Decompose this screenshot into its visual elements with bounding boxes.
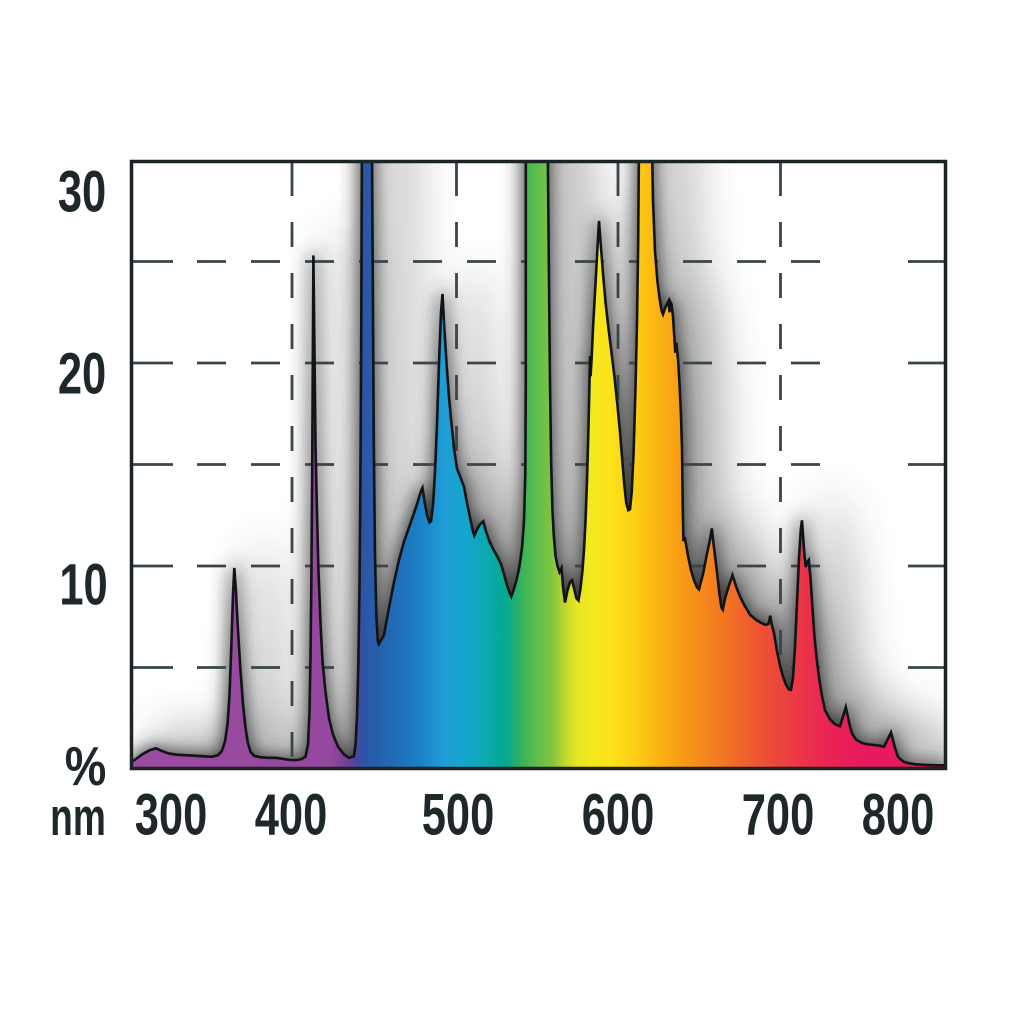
svg-text:10: 10	[59, 552, 107, 616]
svg-text:700: 700	[742, 782, 815, 846]
svg-text:500: 500	[422, 782, 495, 846]
svg-text:nm: nm	[50, 787, 106, 846]
svg-text:20: 20	[58, 341, 106, 405]
svg-text:600: 600	[582, 782, 655, 846]
svg-text:%: %	[65, 735, 107, 796]
svg-text:300: 300	[135, 782, 208, 846]
svg-text:400: 400	[255, 782, 328, 846]
svg-text:800: 800	[862, 782, 935, 846]
svg-text:30: 30	[58, 159, 106, 223]
